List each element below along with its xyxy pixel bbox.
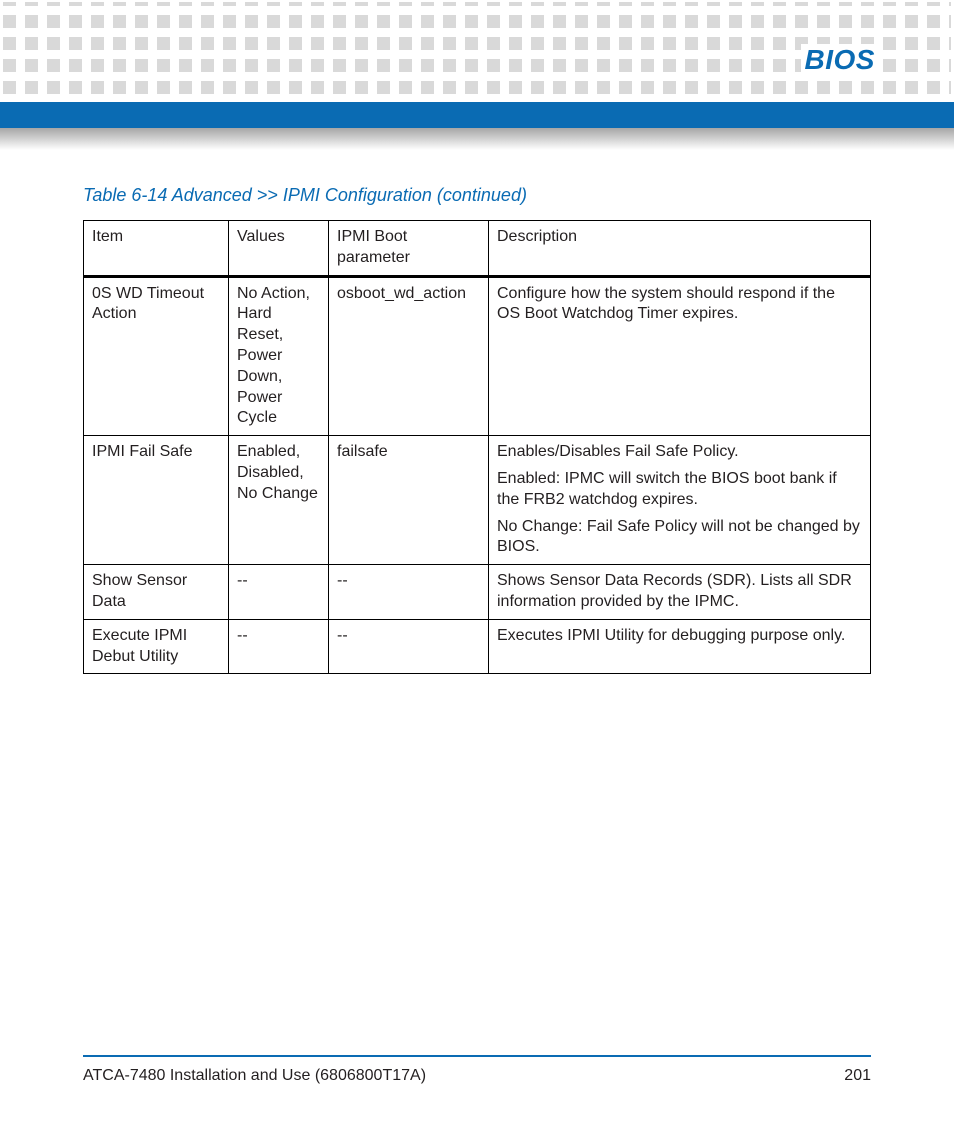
table-caption: Table 6-14 Advanced >> IPMI Configuratio… <box>83 185 871 206</box>
cell-item: 0S WD Timeout Action <box>84 276 229 436</box>
cell-description: Shows Sensor Data Records (SDR). Lists a… <box>489 565 871 620</box>
cell-description: Enables/Disables Fail Safe Policy.Enable… <box>489 436 871 565</box>
table-row: Execute IPMI Debut Utility----Executes I… <box>84 619 871 674</box>
cell-param: -- <box>329 565 489 620</box>
table-header-row: Item Values IPMI Boot parameter Descript… <box>84 221 871 277</box>
col-header-values: Values <box>229 221 329 277</box>
chapter-label: BIOS <box>801 44 879 76</box>
cell-param: -- <box>329 619 489 674</box>
cell-param: osboot_wd_action <box>329 276 489 436</box>
table-row: IPMI Fail SafeEnabled,Disabled,No Change… <box>84 436 871 565</box>
ipmi-config-table: Item Values IPMI Boot parameter Descript… <box>83 220 871 674</box>
table-body: 0S WD Timeout ActionNo Action,Hard Reset… <box>84 276 871 674</box>
cell-description: Configure how the system should respond … <box>489 276 871 436</box>
col-header-item: Item <box>84 221 229 277</box>
page-footer: ATCA-7480 Installation and Use (6806800T… <box>83 1055 871 1085</box>
footer-doc-title: ATCA-7480 Installation and Use (6806800T… <box>83 1067 426 1085</box>
table-row: Show Sensor Data----Shows Sensor Data Re… <box>84 565 871 620</box>
cell-values: No Action,Hard Reset,Power Down,Power Cy… <box>229 276 329 436</box>
cell-item: IPMI Fail Safe <box>84 436 229 565</box>
header-blue-bar <box>0 100 954 128</box>
cell-param: failsafe <box>329 436 489 565</box>
footer-rule <box>83 1055 871 1057</box>
footer-page-number: 201 <box>844 1067 871 1085</box>
page-content: Table 6-14 Advanced >> IPMI Configuratio… <box>83 185 871 674</box>
cell-values: -- <box>229 565 329 620</box>
header-grey-gradient <box>0 128 954 150</box>
table-row: 0S WD Timeout ActionNo Action,Hard Reset… <box>84 276 871 436</box>
cell-values: Enabled,Disabled,No Change <box>229 436 329 565</box>
col-header-desc: Description <box>489 221 871 277</box>
cell-item: Show Sensor Data <box>84 565 229 620</box>
cell-description: Executes IPMI Utility for debugging purp… <box>489 619 871 674</box>
col-header-param: IPMI Boot parameter <box>329 221 489 277</box>
cell-values: -- <box>229 619 329 674</box>
cell-item: Execute IPMI Debut Utility <box>84 619 229 674</box>
